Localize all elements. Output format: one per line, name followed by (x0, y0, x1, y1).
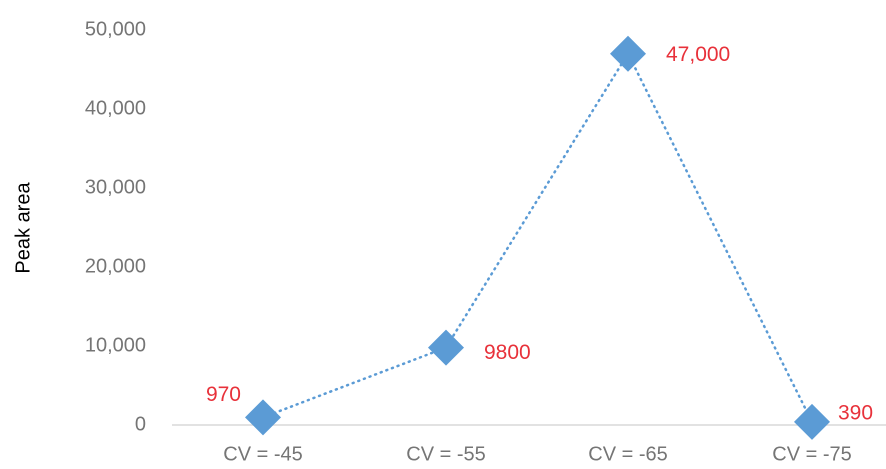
y-tick-label: 30,000 (85, 176, 146, 198)
y-axis-label: Peak area (12, 182, 34, 274)
x-tick-label: CV = -65 (588, 443, 667, 465)
x-tick-label: CV = -55 (406, 443, 485, 465)
data-label: 390 (838, 401, 873, 424)
y-tick-label: 50,000 (85, 18, 146, 40)
y-tick-label: 10,000 (85, 334, 146, 356)
y-tick-label: 0 (135, 413, 146, 435)
marker (794, 403, 830, 440)
marker (610, 35, 646, 72)
y-tick-label: 40,000 (85, 97, 146, 119)
line (261, 51, 814, 424)
marker (428, 329, 464, 366)
marker (245, 399, 281, 436)
data-label: 9800 (484, 341, 531, 364)
x-tick-label: CV = -45 (223, 443, 302, 465)
y-tick-label: 20,000 (85, 255, 146, 277)
x-tick-label: CV = -75 (772, 443, 851, 465)
data-label: 970 (206, 383, 241, 406)
data-label: 47,000 (666, 43, 730, 66)
